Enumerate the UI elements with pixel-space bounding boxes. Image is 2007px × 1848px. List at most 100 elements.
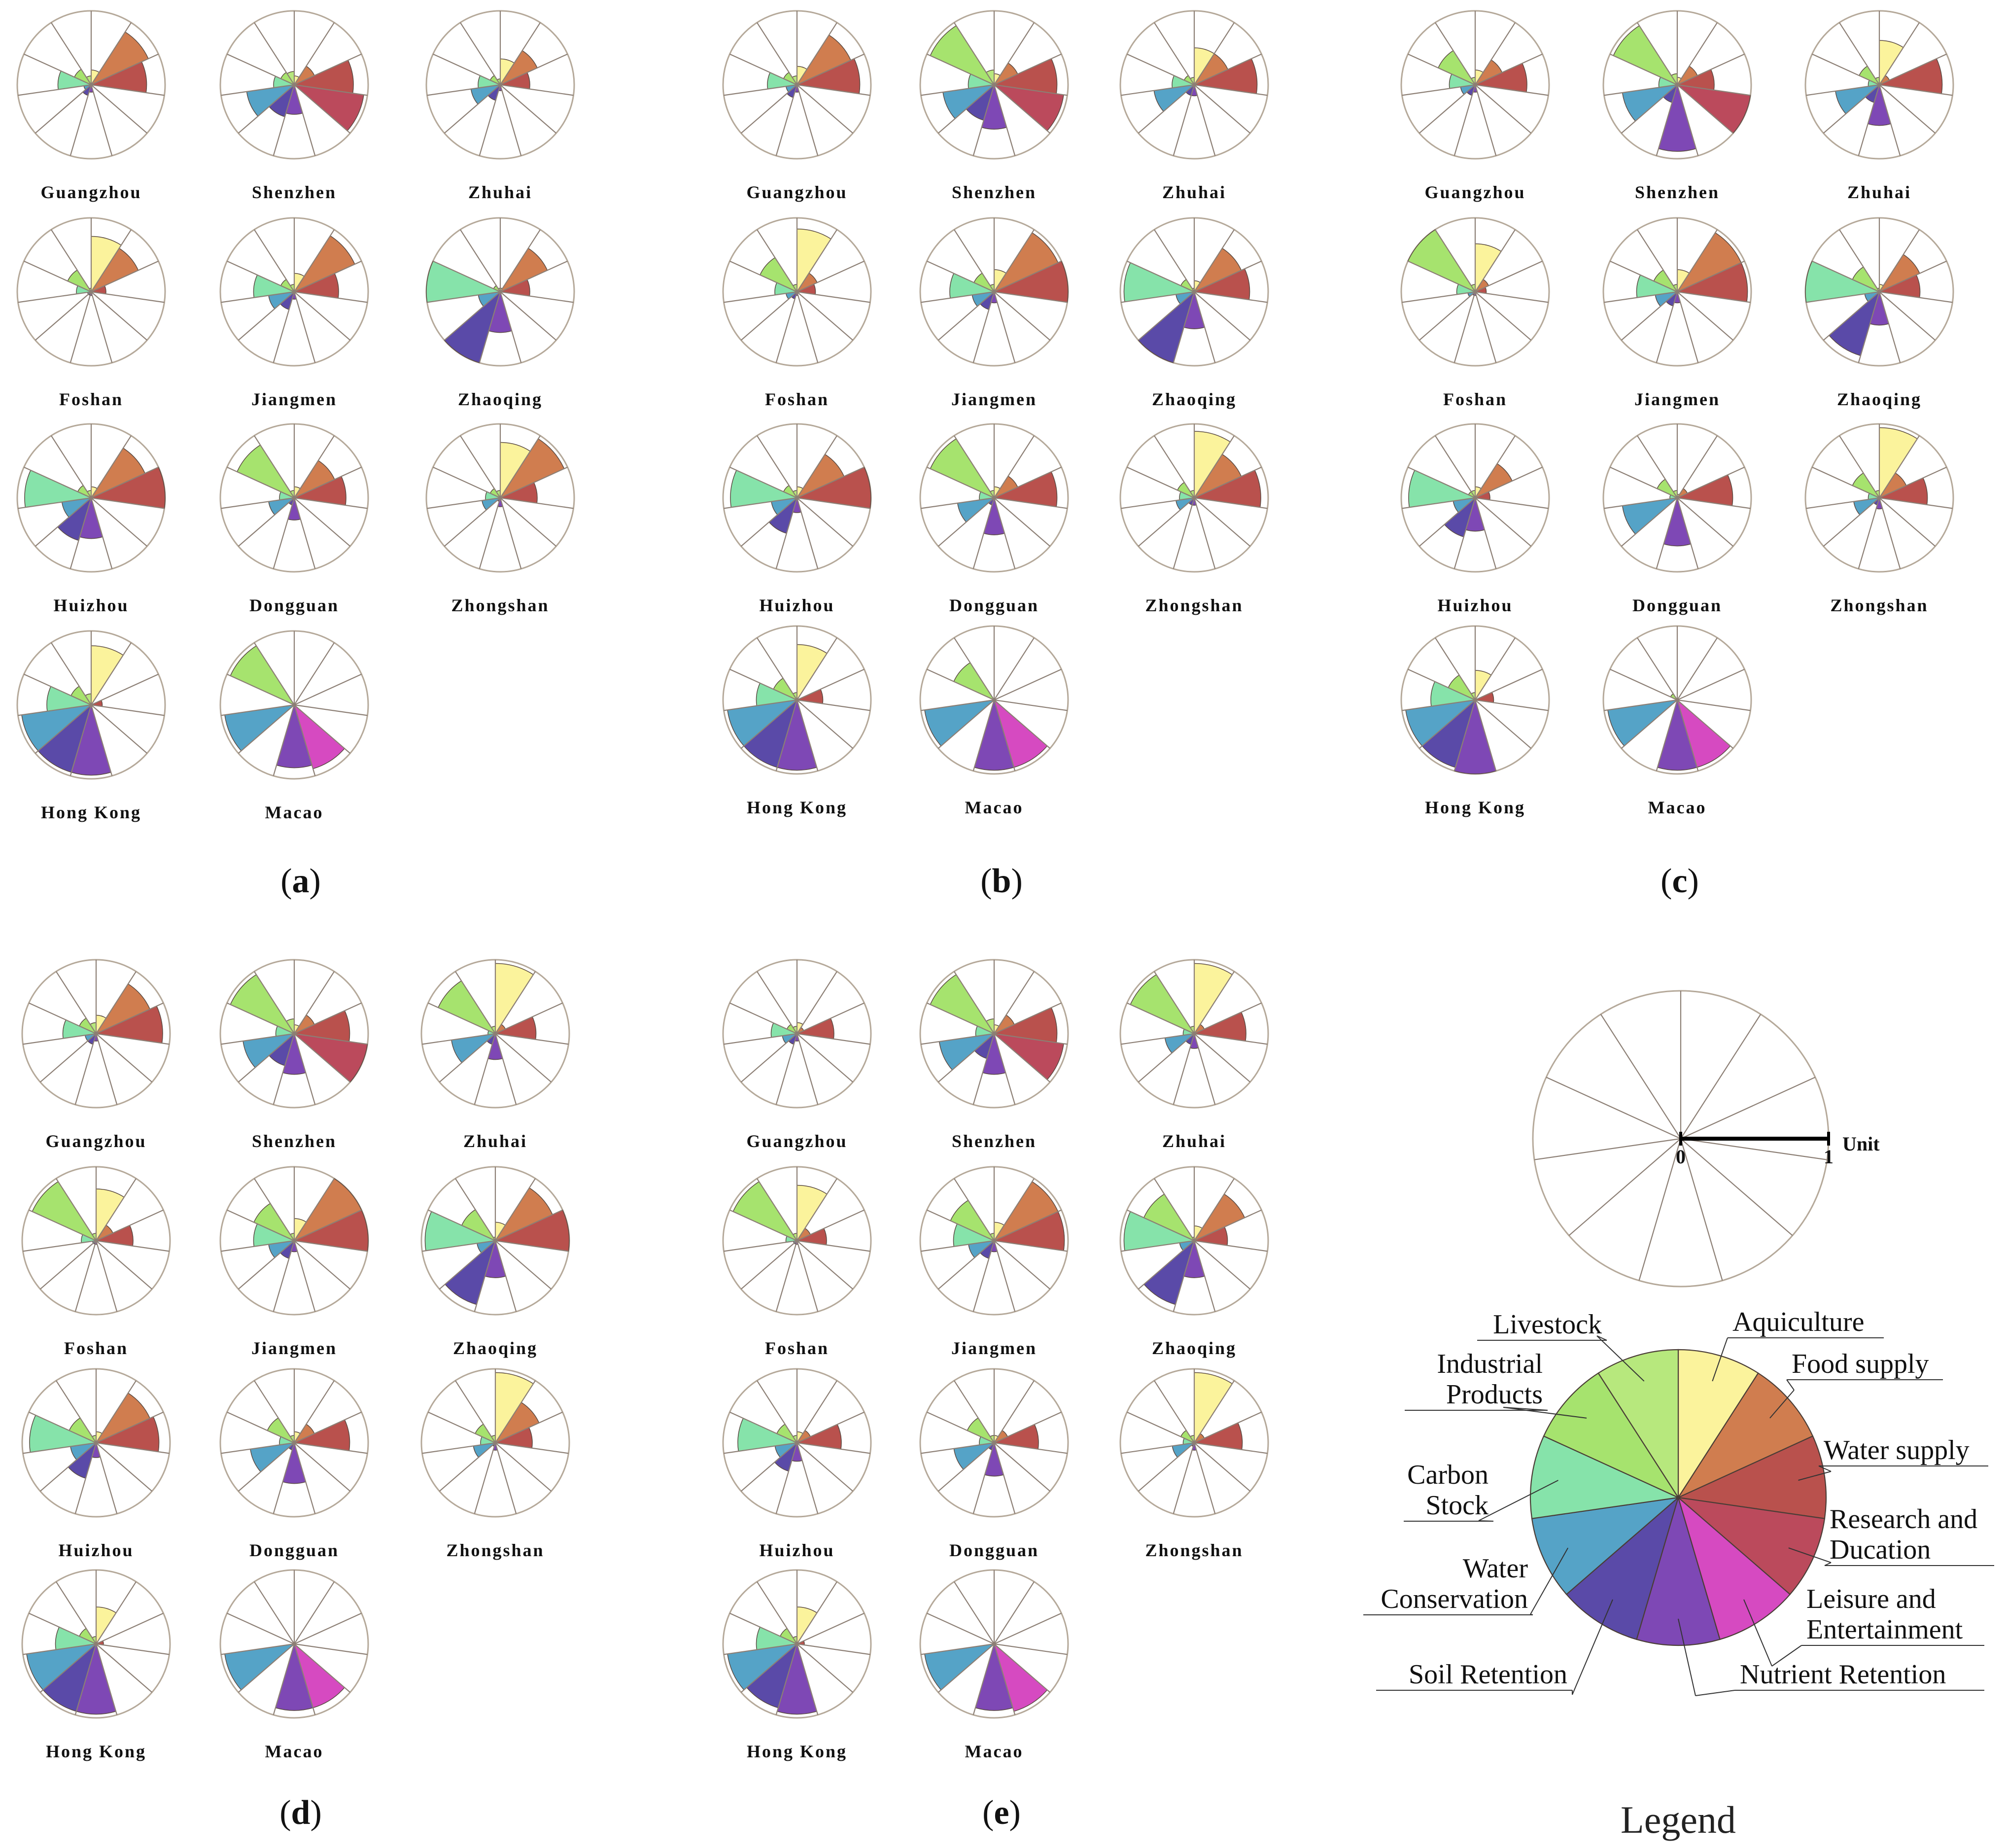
spoke-line [1600,1014,1681,1139]
spoke-line [494,1240,517,1312]
spoke-line [994,53,1062,86]
spoke-line [994,1380,1035,1443]
city-label: Foshan [765,1338,829,1358]
spoke-line [1153,1178,1195,1241]
spoke-line [1656,84,1678,156]
spoke-line [495,1240,569,1252]
sector-water-conservation [224,704,296,752]
spoke-line [1474,291,1497,363]
spoke-line [1680,1077,1816,1140]
spoke-line [227,53,295,86]
spoke-line [96,1442,170,1454]
spoke-line [294,229,335,292]
sector-research-and-ducation [1676,84,1751,134]
spoke-line [444,291,501,341]
spoke-line [1408,260,1476,293]
city-label: Shenzhen [1635,182,1720,202]
spoke-line [1636,229,1678,292]
spoke-line [796,1002,865,1035]
spoke-line [756,22,797,85]
spoke-line [1453,699,1476,771]
spoke-line [1453,84,1476,156]
spoke-line [796,84,870,96]
spoke-line [1677,84,1734,134]
city-label: Hong Kong [747,798,847,817]
legend-label: Industrial [1437,1349,1543,1379]
legend-label: Soil Retention [1409,1659,1567,1690]
city-label: Macao [265,1742,324,1761]
spoke-line [454,971,496,1034]
spoke-line [1193,84,1216,156]
leader-line [1798,1471,1832,1481]
rose-foshan: Foshan [16,217,166,409]
spoke-line [90,291,113,363]
spoke-line [796,291,819,363]
legend-title: Legend [1621,1798,1736,1841]
spoke-line [294,1612,362,1645]
spoke-line [1138,84,1195,134]
spoke-line [433,466,501,499]
spoke-line [91,22,132,85]
spoke-line [994,1442,1068,1454]
spoke-line [740,1033,797,1083]
sector-water-supply [293,1209,369,1252]
city-label: Zhongshan [451,595,549,615]
spoke-line [96,1612,164,1645]
legend-label: Aquiculture [1732,1307,1864,1337]
spoke-line [91,673,159,706]
spoke-line [921,1643,995,1655]
spoke-line [1121,497,1195,509]
spoke-line [1193,291,1216,363]
spoke-line [29,1002,97,1035]
spoke-line [994,229,1035,292]
spoke-line [494,1442,517,1514]
sector-carbon-stock [1123,1211,1196,1252]
spoke-line [1879,497,1953,509]
sector-leisure-and-entertainment [993,1642,1048,1712]
spoke-line [1475,291,1532,341]
spoke-line [1879,435,1920,498]
leader-line [1530,1614,1533,1615]
rose-shenzhen: Shenzhen [919,10,1069,202]
spoke-line [994,699,1051,749]
spoke-line [796,1612,865,1645]
spoke-line [796,1033,854,1083]
spoke-line [294,291,351,341]
sector-water-supply [90,466,166,509]
spoke-line [1677,229,1718,292]
spoke-line [1194,84,1268,96]
rose-zhuhai: Zhuhai [420,959,570,1151]
spoke-line [953,971,995,1034]
spoke-line [993,699,1016,771]
spoke-line [994,1033,1051,1083]
city-label: Hong Kong [41,802,141,822]
spoke-line [1475,699,1549,711]
spoke-line [50,642,92,705]
legend-label: Products [1446,1379,1543,1410]
spoke-line [294,53,362,86]
spoke-line [1121,84,1195,96]
sector-aquiculture [495,1372,534,1444]
spoke-line [1838,229,1880,292]
city-label: Jiangmen [951,389,1037,409]
spoke-line [29,1209,97,1242]
spoke-line [1677,668,1745,701]
spoke-line [294,1581,335,1644]
spoke-line [96,1033,170,1045]
spoke-line [1153,1380,1195,1443]
spoke-line [1194,466,1262,499]
spoke-line [921,291,995,303]
spoke-line [1878,497,1901,569]
spoke-line [69,497,92,569]
city-label: Foshan [64,1338,128,1358]
spoke-line [91,497,165,509]
spoke-line [1823,84,1880,134]
spoke-line [294,260,362,293]
spoke-line [994,668,1062,701]
spoke-line [18,704,92,716]
legend-entry-soil-retention: Soil Retention [1376,1599,1613,1695]
spoke-line [91,466,159,499]
spoke-line [953,229,995,292]
spoke-line [74,1033,97,1105]
